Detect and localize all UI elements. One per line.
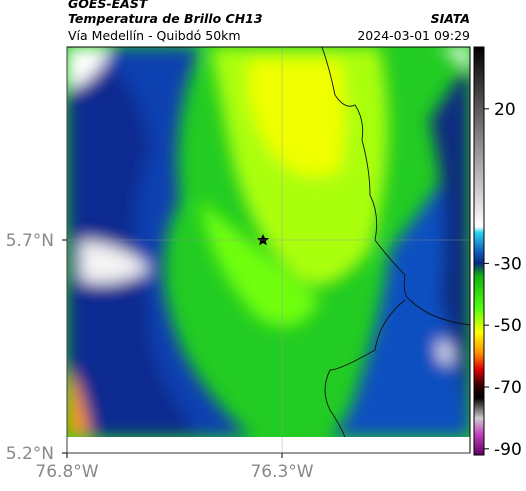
- product: Temperatura de Brillo CH13: [68, 11, 263, 26]
- x-tick-label: 76.8°W: [35, 462, 98, 482]
- x-tick-label: 76.3°W: [250, 462, 313, 482]
- y-tick-label: 5.7°N: [6, 231, 54, 251]
- location-marker: [256, 234, 270, 246]
- brightness-field: [67, 47, 470, 437]
- colorbar: [473, 46, 485, 456]
- route: Vía Medellín - Quibdó 50km: [68, 28, 241, 43]
- y-tick-label: 5.2°N: [6, 444, 54, 464]
- source: GOES-EAST: [68, 0, 149, 11]
- colorbar-tick-label: 20: [494, 100, 516, 120]
- colorbar-tick-label: -70: [494, 378, 522, 398]
- colorbar-tick-label: -30: [494, 254, 522, 274]
- timestamp: 2024-03-01 09:29: [357, 28, 470, 43]
- agency: SIATA: [431, 11, 470, 26]
- colorbar-tick-label: -50: [494, 316, 522, 336]
- colorbar-tick-label: -90: [494, 440, 522, 460]
